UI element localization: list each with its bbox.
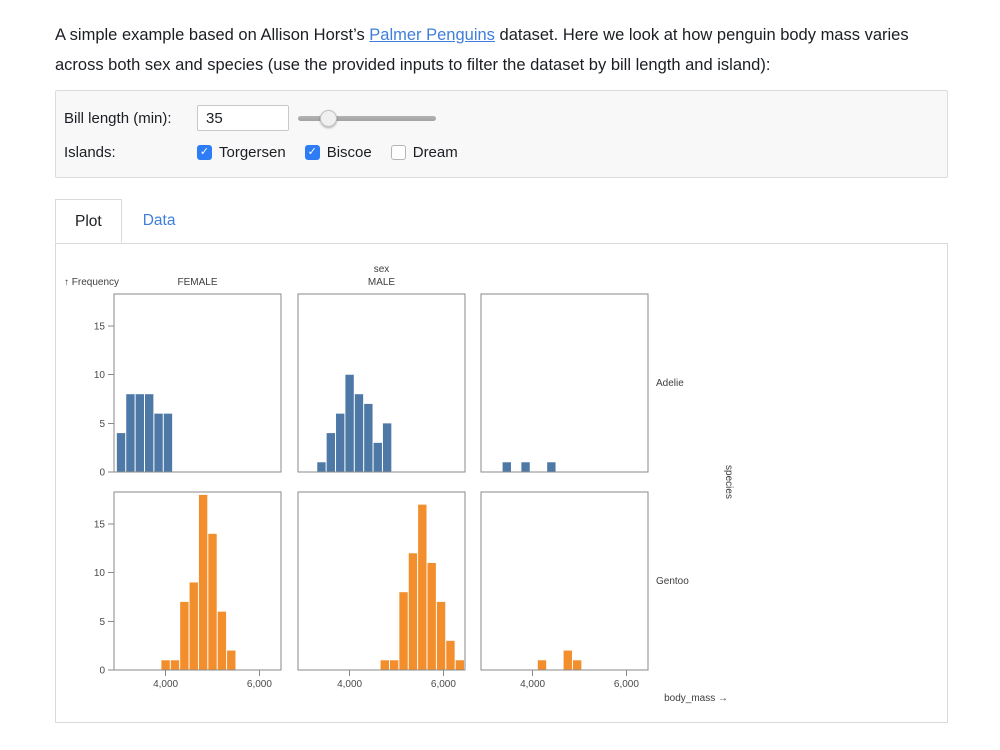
svg-text:15: 15 xyxy=(94,520,106,531)
bill-length-slider[interactable] xyxy=(298,109,436,127)
svg-text:5: 5 xyxy=(99,419,105,430)
tab-data[interactable]: Data xyxy=(142,212,176,229)
svg-text:6,000: 6,000 xyxy=(614,679,639,690)
slider-thumb[interactable] xyxy=(320,109,338,127)
bill-length-controls xyxy=(197,105,436,131)
island-checkbox-torgersen[interactable]: ✓ Torgersen xyxy=(197,144,286,161)
checkbox-icon[interactable] xyxy=(390,144,406,160)
app-page: A simple example based on Allison Horst’… xyxy=(55,0,948,723)
slider-track[interactable] xyxy=(298,115,436,121)
intro-text-after: dataset. Here we look at how penguin bod… xyxy=(55,26,909,74)
islands-row: Islands: ✓ Torgersen ✓ Biscoe Dream xyxy=(64,140,939,164)
island-checkbox-biscoe[interactable]: ✓ Biscoe xyxy=(304,143,372,161)
palmer-penguins-link[interactable]: Palmer Penguins xyxy=(369,26,495,44)
svg-text:15: 15 xyxy=(94,322,106,333)
svg-text:0: 0 xyxy=(99,666,105,677)
svg-text:Gentoo: Gentoo xyxy=(656,576,689,587)
islands-label: Islands: xyxy=(64,143,116,161)
filter-form: Bill length (min): Islands: ✓ Torgersen … xyxy=(55,90,948,178)
penguin-histogram-plot: 0 5 10 15 0 5 10 15 4,000 6,000 4,000 6,000 4,000 6,0… xyxy=(58,257,758,717)
islands-controls: ✓ Torgersen ✓ Biscoe Dream xyxy=(197,144,458,161)
bill-length-row: Bill length (min): xyxy=(64,105,939,131)
island-checkbox-dream[interactable]: Dream xyxy=(390,143,458,161)
svg-text:10: 10 xyxy=(94,370,106,381)
intro-text: A simple example based on Allison Horst’… xyxy=(55,20,948,80)
intro-text-before: A simple example based on Allison Horst’… xyxy=(55,26,370,44)
svg-text:4,000: 4,000 xyxy=(153,679,178,690)
island-checkbox-dream-label: Dream xyxy=(412,143,458,161)
svg-text:6,000: 6,000 xyxy=(247,679,272,690)
svg-text:↑ Frequency: ↑ Frequency xyxy=(64,277,119,288)
checkbox-icon[interactable]: ✓ xyxy=(304,144,320,160)
plot-svg: 0 5 10 15 0 5 10 15 4,000 6,000 4,000 6,000 4,000 6,0… xyxy=(64,264,734,704)
island-checkbox-torgersen-label: Torgersen xyxy=(219,143,286,161)
svg-text:10: 10 xyxy=(94,568,106,579)
bill-length-input[interactable] xyxy=(197,105,289,131)
checkbox-icon[interactable]: ✓ xyxy=(197,144,212,160)
svg-text:5: 5 xyxy=(99,617,105,628)
bill-length-label: Bill length (min): xyxy=(64,109,172,127)
svg-text:4,000: 4,000 xyxy=(337,679,362,690)
svg-text:FEMALE: FEMALE xyxy=(177,277,217,288)
svg-text:species: species xyxy=(723,465,734,499)
svg-text:sex: sex xyxy=(374,264,390,275)
tabbar: Plot Data xyxy=(55,199,948,244)
svg-text:0: 0 xyxy=(99,468,105,479)
tab-plot[interactable]: Plot xyxy=(55,199,122,243)
svg-text:6,000: 6,000 xyxy=(431,679,456,690)
svg-text:Adelie: Adelie xyxy=(656,378,684,389)
svg-text:4,000: 4,000 xyxy=(520,679,545,690)
island-checkbox-biscoe-label: Biscoe xyxy=(326,143,372,161)
plot-panel: 0 5 10 15 0 5 10 15 4,000 6,000 4,000 6,000 4,000 6,0… xyxy=(55,244,948,723)
svg-text:MALE: MALE xyxy=(368,277,396,288)
svg-text:body_mass →: body_mass → xyxy=(664,693,728,704)
